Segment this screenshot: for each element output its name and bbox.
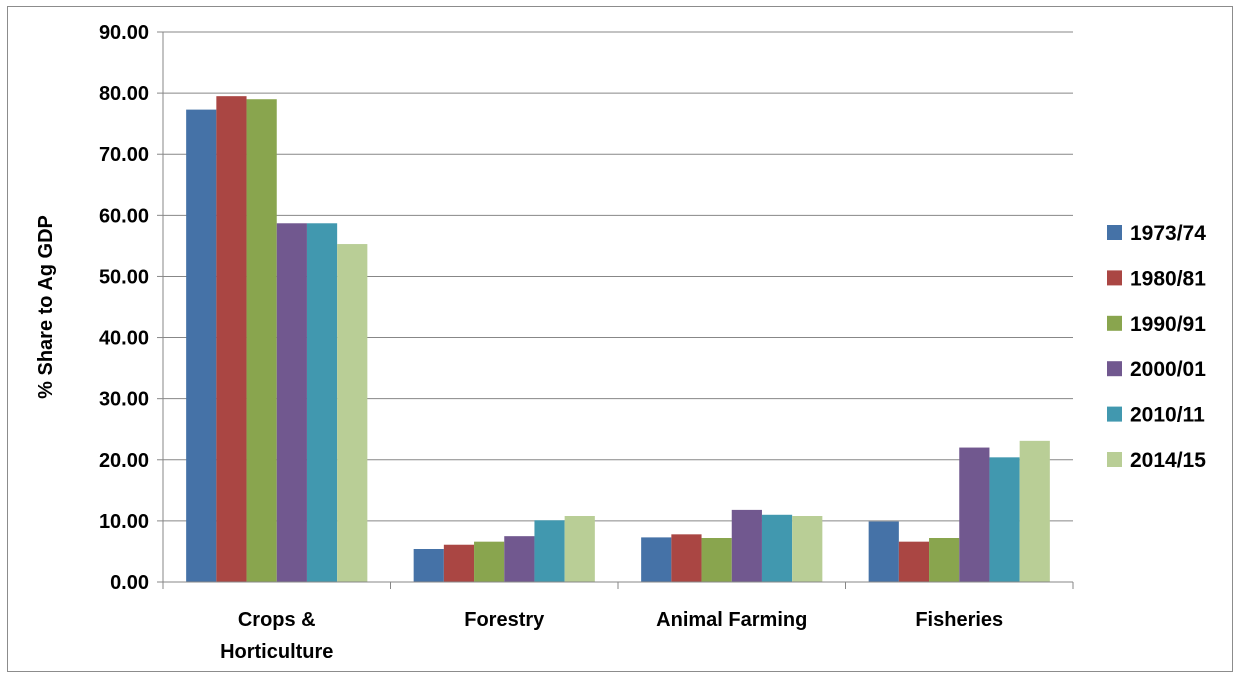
y-axis-title: % Share to Ag GDP [35,215,57,399]
y-tick-label: 50.00 [99,266,149,288]
bars [186,96,1050,583]
y-tick-label: 60.00 [99,205,149,227]
legend-label: 2000/01 [1130,358,1206,381]
bar [792,516,823,582]
y-axis-ticks: 0.00 10.00 20.00 30.00 40.00 50.00 60.00 70.00 8… [99,22,163,594]
bar [246,99,277,582]
bar [701,538,732,582]
bar [306,223,338,582]
bar [337,244,368,583]
bar [534,520,565,582]
legend: 1973/74 1980/81 1990/91 2000/01 2010/11 2014/… [1107,222,1206,472]
legend-label: 1990/91 [1130,313,1206,336]
legend-swatch [1107,270,1122,286]
bar [959,447,990,582]
bar [641,537,672,582]
bar [564,516,595,582]
legend-label: 2014/15 [1130,449,1206,472]
bar [276,223,307,582]
x-category-label: Crops & [238,609,316,631]
legend-label: 2010/11 [1130,404,1205,427]
bar [474,541,505,582]
bar [898,541,930,582]
x-axis-categories: Crops & Horticulture Forestry Animal Farmin… [220,609,1003,663]
x-category-label: Forestry [464,609,545,631]
y-tick-label: 10.00 [99,511,149,533]
bar [504,536,535,582]
bar [868,521,899,582]
y-tick-label: 90.00 [99,22,149,44]
y-tick-label: 80.00 [99,83,149,105]
y-tick-label: 30.00 [99,389,149,411]
legend-swatch [1107,361,1122,377]
y-tick-label: 70.00 [99,144,149,166]
legend-swatch [1107,452,1122,467]
bar [671,534,702,582]
y-tick-label: 0.00 [110,572,149,594]
x-category-label: Animal Farming [656,609,807,631]
axes [162,32,1074,589]
x-category-label: Fisheries [915,609,1003,631]
y-tick-label: 40.00 [99,328,149,350]
legend-swatch [1107,406,1122,422]
bar [443,544,475,582]
bar [929,538,960,582]
bar [1019,440,1050,582]
legend-swatch [1107,225,1122,240]
legend-label: 1980/81 [1130,267,1206,290]
y-tick-label: 20.00 [99,450,149,472]
bar [216,96,247,583]
bar [186,109,217,582]
bar [413,549,444,582]
x-category-label: Horticulture [220,641,333,663]
legend-label: 1973/74 [1130,222,1206,245]
bar [731,509,762,582]
bar [989,457,1020,582]
legend-swatch [1107,315,1122,331]
bar [761,514,793,582]
